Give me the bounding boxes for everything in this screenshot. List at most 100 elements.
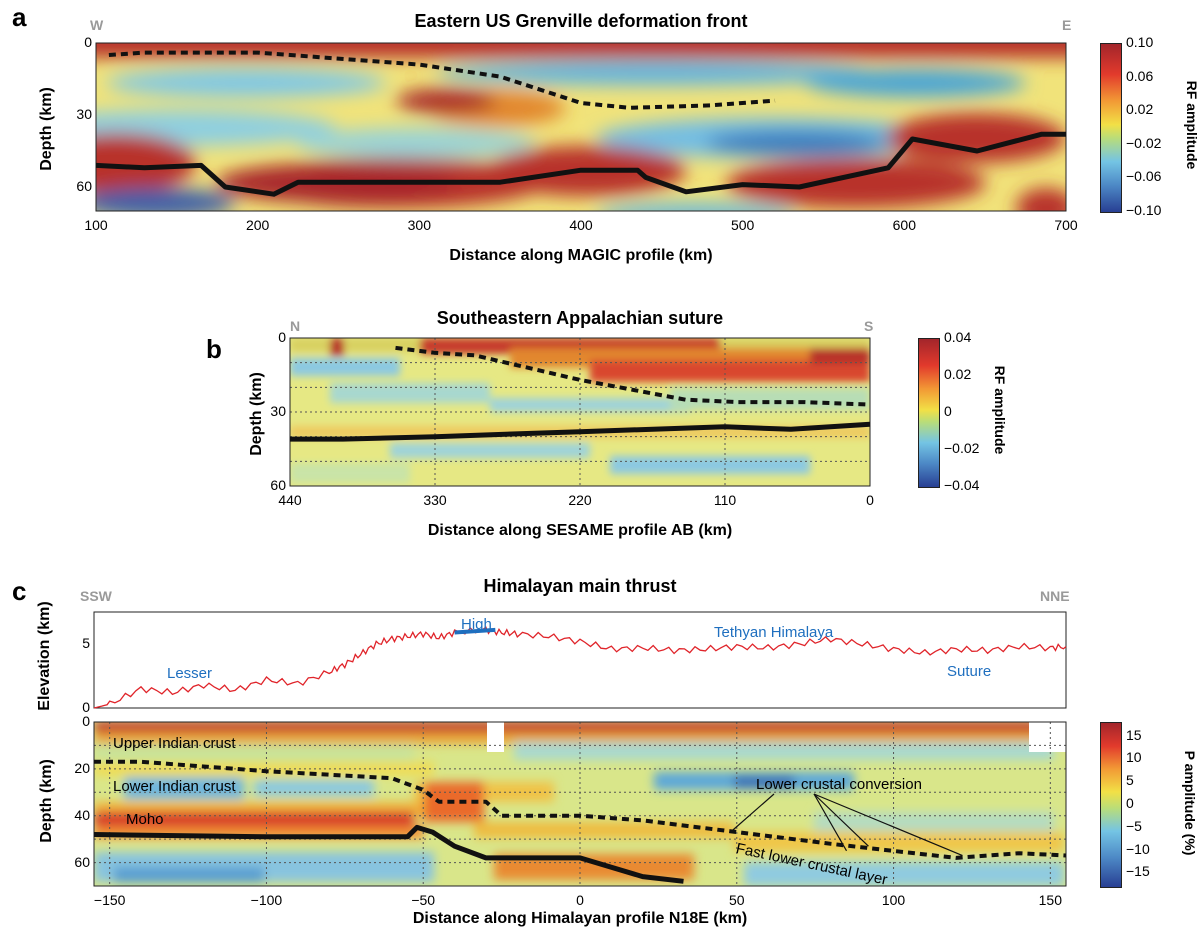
dashed-interface-line-0 [108,50,776,110]
y-tick-label: 60 [76,178,92,194]
panel-c-elev-ylabel: Elevation (km) [36,601,54,711]
x-tick-label: 500 [730,217,755,233]
y-tick-label: 40 [74,806,90,823]
panel-a-dir-left: W [90,17,104,33]
elev-y-tick-label: 0 [82,699,90,715]
moho-line-1 [290,421,871,442]
label-tethyan: Tethyan Himalaya [714,624,834,641]
x-tick-label: 100 [84,217,108,233]
panel-letter-a: a [12,2,27,32]
y-tick-label: 30 [270,403,286,419]
x-tick-label: 100 [881,892,906,908]
colorbar-tick-label: 10 [1126,749,1142,766]
x-tick-label: 440 [278,492,302,508]
panel-c-dir-left: SSW [80,588,112,604]
panel-c-callout-lines [730,793,963,857]
panel-b-colorbar-label: RF amplitude [992,365,1008,455]
colorbar-tick-label: −0.10 [1126,202,1162,218]
panel-c-elevation-chart [93,611,1067,709]
annotation-upper-indian-crust: Upper Indian crust [113,735,236,752]
panel-c-title: Himalayan main thrust [483,576,677,596]
x-tick-label: 330 [423,492,447,508]
elevation-series [93,626,1067,709]
panel-letter-b: b [206,334,222,364]
x-tick-label: 50 [728,892,745,908]
y-tick-label: 30 [76,106,92,122]
panel-b-xlabel: Distance along SESAME profile AB (km) [427,522,733,539]
annotation-lower-crustal-conversion: Lower crustal conversion [756,776,922,793]
panel-c-elev-ylabel-text: Elevation (km) [36,601,53,711]
x-tick-label: 400 [569,217,593,233]
annotation-lower-indian-crust: Lower Indian crust [113,778,236,795]
label-suture: Suture [947,663,992,680]
y-tick-label: 20 [74,759,90,776]
colorbar-tick-label: 0.02 [944,366,972,382]
elevation-line [93,626,1067,709]
panel-a-colorbar-label: RF amplitude [1184,80,1199,170]
y-tick-label: 0 [84,34,92,50]
panel-b-colorbar [918,338,940,488]
x-tick-label: 110 [713,492,737,508]
y-tick-label: 0 [278,329,286,345]
panel-a-xlabel: Distance along MAGIC profile (km) [449,247,713,264]
x-tick-label: 150 [1038,892,1062,908]
colorbar-tick-label: 0 [944,403,952,419]
label-high: High [461,616,492,633]
panel-b-lines [290,345,871,442]
panel-a-colorbar [1100,43,1122,213]
colorbar-tick-label: 0.02 [1126,101,1154,118]
y-tick-label: 60 [74,853,90,870]
panel-c-heatmap [93,721,1067,887]
colorbar-tick-label: 0.04 [944,329,972,345]
panel-c-colorbar-label: P amplitude (%) [1182,750,1198,856]
colorbar-tick-label: −0.02 [1126,134,1162,151]
colorbar-tick-label: 0 [1126,795,1134,811]
panel-a-title: Eastern US Grenville deformation front [414,11,748,31]
panel-c-dir-right: NNE [1040,588,1070,604]
x-tick-label: −100 [250,892,283,908]
panel-b-dir-left: N [290,318,301,334]
x-tick-label: 220 [568,492,592,508]
y-tick-label: 60 [270,477,286,493]
panel-b-dir-right: S [864,318,874,334]
x-tick-label: 200 [245,217,270,233]
colorbar-tick-label: −15 [1126,863,1150,880]
panel-a-lines [95,50,1066,197]
x-tick-label: 0 [866,492,874,508]
moho-line-1 [95,131,1066,197]
panel-letter-c: c [12,576,27,606]
colorbar-tick-label: −5 [1126,817,1142,834]
callout-line [730,793,775,833]
y-tick-label: 0 [82,713,90,729]
colorbar-tick-label: −0.02 [944,440,980,456]
x-tick-label: −50 [411,892,436,908]
panel-c-xlabel: Distance along Himalayan profile N18E (k… [412,910,748,927]
panel-c-lines [93,759,1067,884]
callout-line [813,793,963,857]
panel-a-ylabel: Depth (km) [38,87,55,171]
colorbar-tick-label: −0.04 [944,477,980,493]
colorbar-tick-label: −0.06 [1126,168,1162,185]
callout-line [813,793,869,847]
colorbar-tick-label: 0.10 [1126,34,1154,50]
x-tick-label: 600 [892,217,916,233]
callout-line [813,793,848,852]
moho-line-1 [93,824,684,884]
panel-a-heatmap [95,42,1067,212]
high-himalaya-highlight [454,627,496,635]
panel-b-heatmap [289,337,871,487]
dashed-interface-line-0 [94,759,1067,860]
x-tick-label: 300 [407,217,431,233]
elev-y-tick-label: 5 [82,635,90,651]
x-tick-label: −150 [93,892,126,908]
colorbar-tick-label: 15 [1126,726,1142,743]
label-lesser: Lesser [167,665,213,682]
panel-b-title: Southeastern Appalachian suture [436,308,724,328]
x-tick-label: 700 [1054,217,1078,233]
annotation-moho: Moho [126,811,164,828]
colorbar-tick-label: 0.06 [1126,67,1154,84]
colorbar-tick-label: −10 [1126,840,1150,857]
x-tick-label: 0 [576,892,584,908]
panel-a-dir-right: E [1062,17,1072,33]
colorbar-tick-label: 5 [1126,772,1134,789]
